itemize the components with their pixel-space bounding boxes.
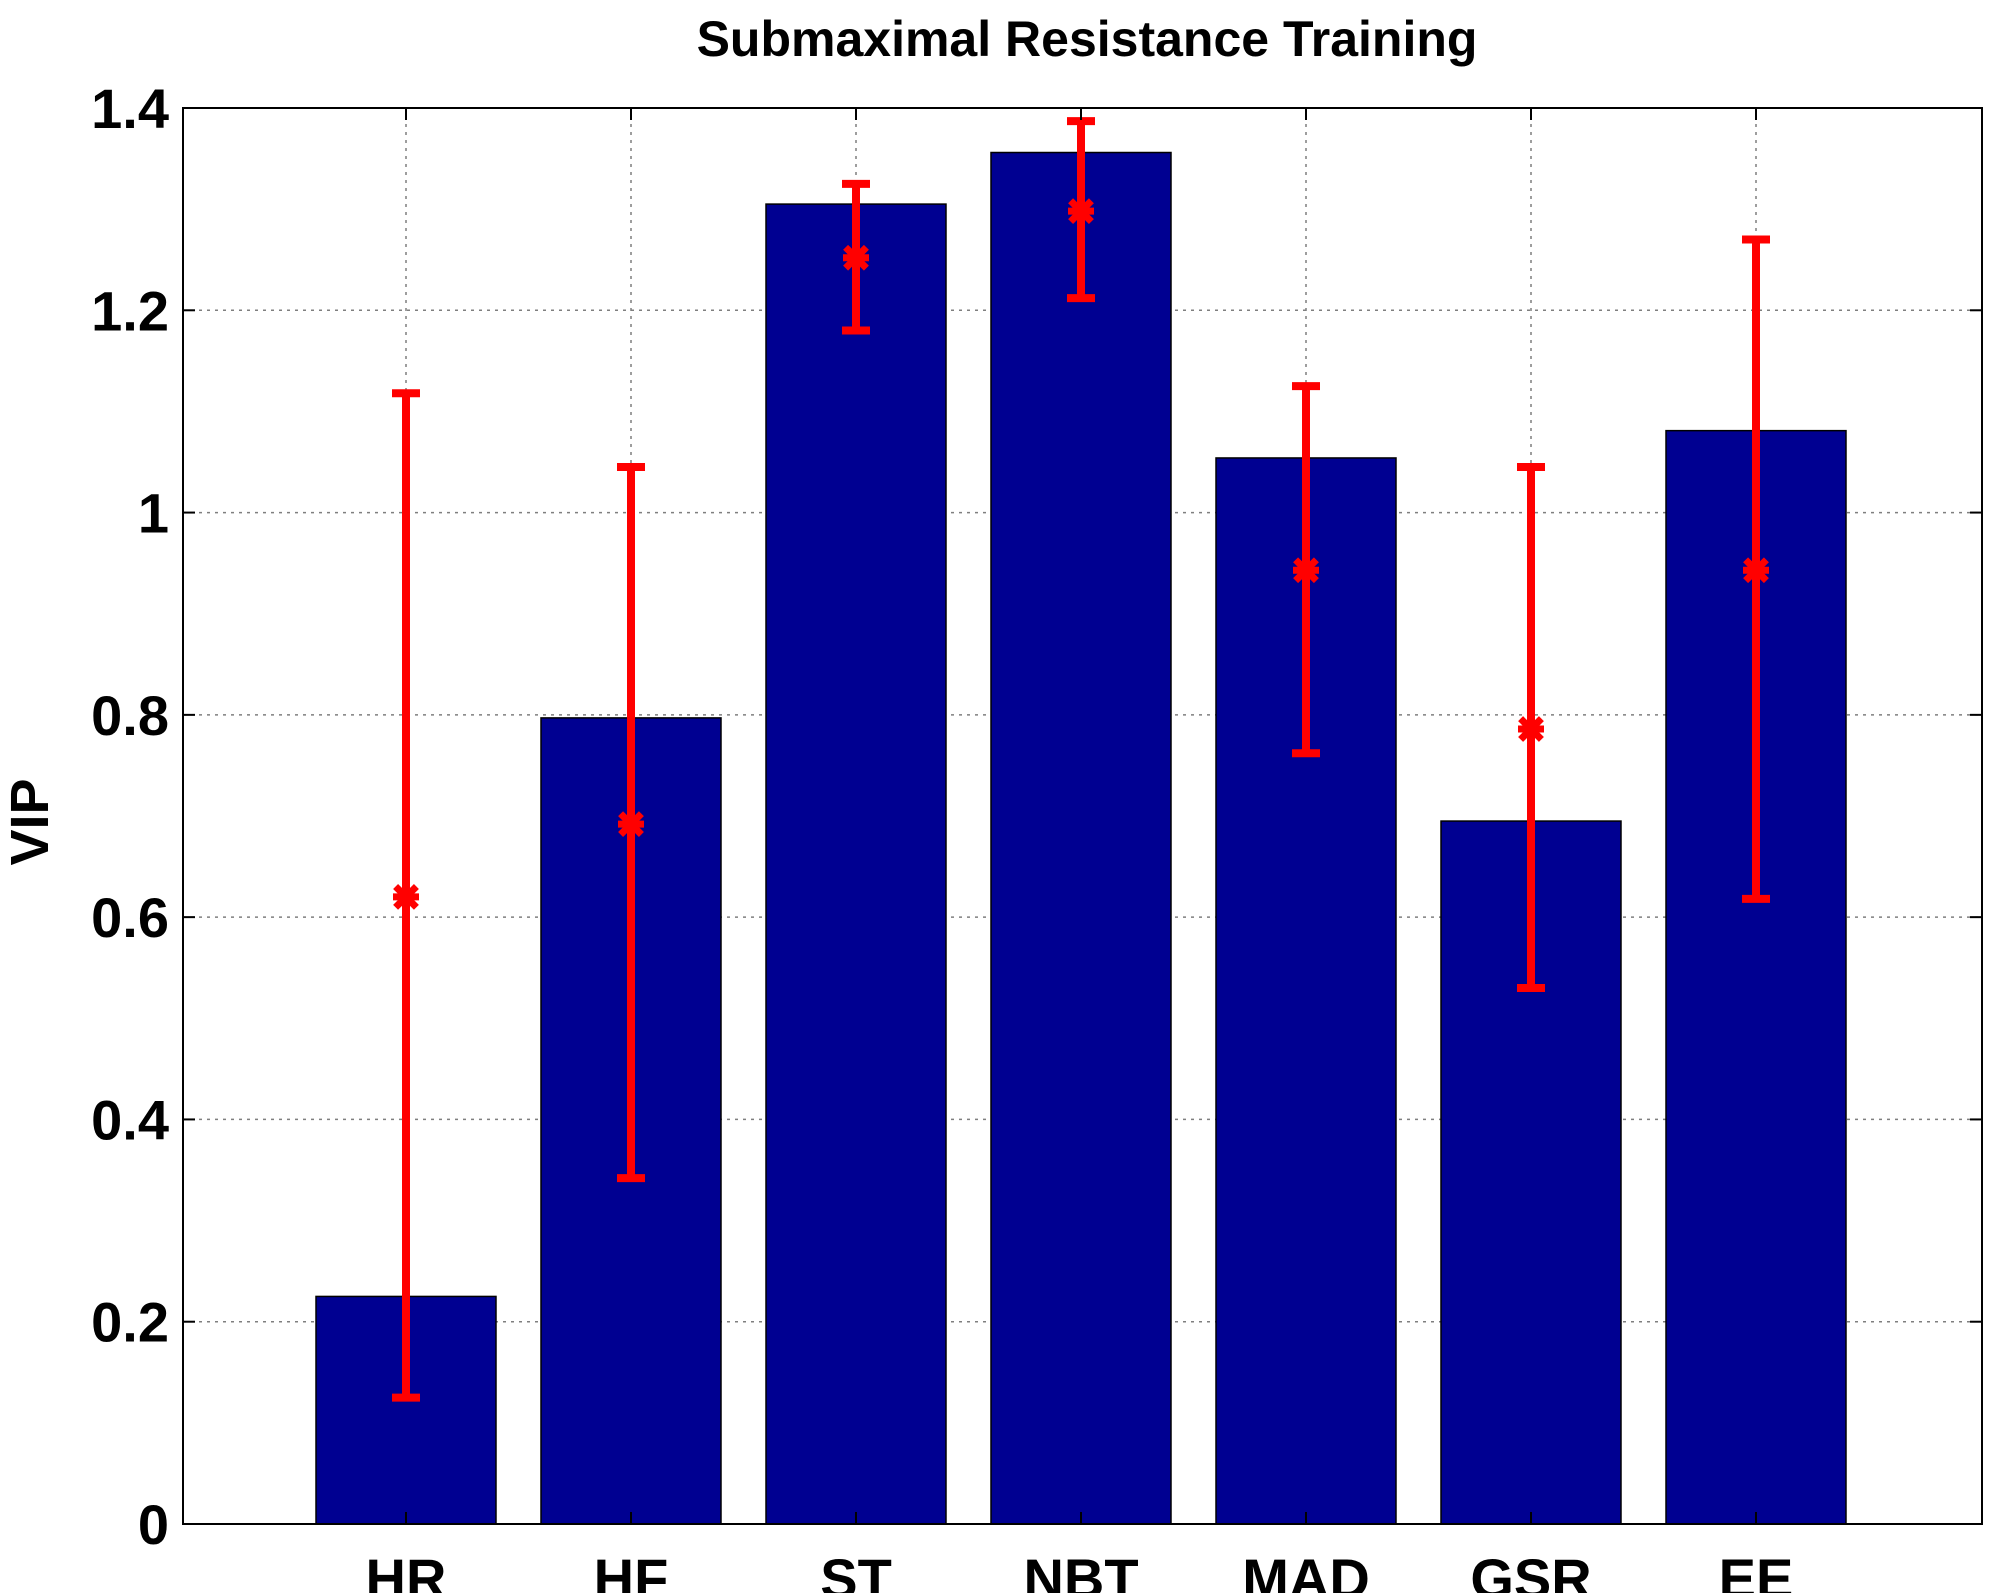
y-axis-ticks: 0 0.2 0.4 0.6 0.8 1 1.2 1.4 <box>91 77 1982 1556</box>
error-bars <box>392 117 1770 1402</box>
y-tick-label: 0.8 <box>91 684 169 747</box>
y-axis-label: VIP <box>0 778 60 865</box>
x-tick-label: MAD <box>1242 1547 1370 1593</box>
bars <box>315 151 1847 1525</box>
error-bar-st <box>842 179 870 335</box>
plot-frame <box>182 107 1983 1525</box>
error-bar-gsr <box>1517 463 1545 992</box>
x-tick-label: ST <box>820 1547 892 1593</box>
y-tick-label: 1.2 <box>91 279 169 342</box>
x-tick-label: HF <box>594 1547 669 1593</box>
mean-marker <box>1293 557 1319 584</box>
error-bar-ee <box>1742 235 1770 903</box>
error-bar-hr <box>392 389 420 1402</box>
mean-marker <box>1518 716 1544 743</box>
x-tick-label: NBT <box>1023 1547 1138 1593</box>
mean-marker <box>843 244 869 271</box>
error-bar-hf <box>617 463 645 1183</box>
mean-marker <box>1743 557 1769 584</box>
chart-title: Submaximal Resistance Training <box>697 11 1478 67</box>
x-tick-label: HR <box>366 1547 447 1593</box>
mean-marker <box>393 883 419 910</box>
x-tick-label: EE <box>1719 1547 1794 1593</box>
y-tick-label: 1 <box>138 482 169 545</box>
y-tick-label: 0.4 <box>91 1088 169 1151</box>
error-bar-mad <box>1292 382 1320 758</box>
x-tick-label: GSR <box>1470 1547 1591 1593</box>
y-tick-label: 0.6 <box>91 886 169 949</box>
y-tick-label: 0.2 <box>91 1291 169 1354</box>
bar-nbt <box>990 151 1172 1525</box>
y-tick-label: 1.4 <box>91 77 169 140</box>
error-bar-nbt <box>1067 117 1095 303</box>
bar-st <box>765 203 947 1525</box>
mean-marker <box>1068 198 1094 225</box>
mean-marker <box>618 811 644 838</box>
y-tick-label: 0 <box>138 1493 169 1556</box>
x-axis-ticks: HR HF ST NBT MAD GSR EE <box>366 108 1794 1593</box>
